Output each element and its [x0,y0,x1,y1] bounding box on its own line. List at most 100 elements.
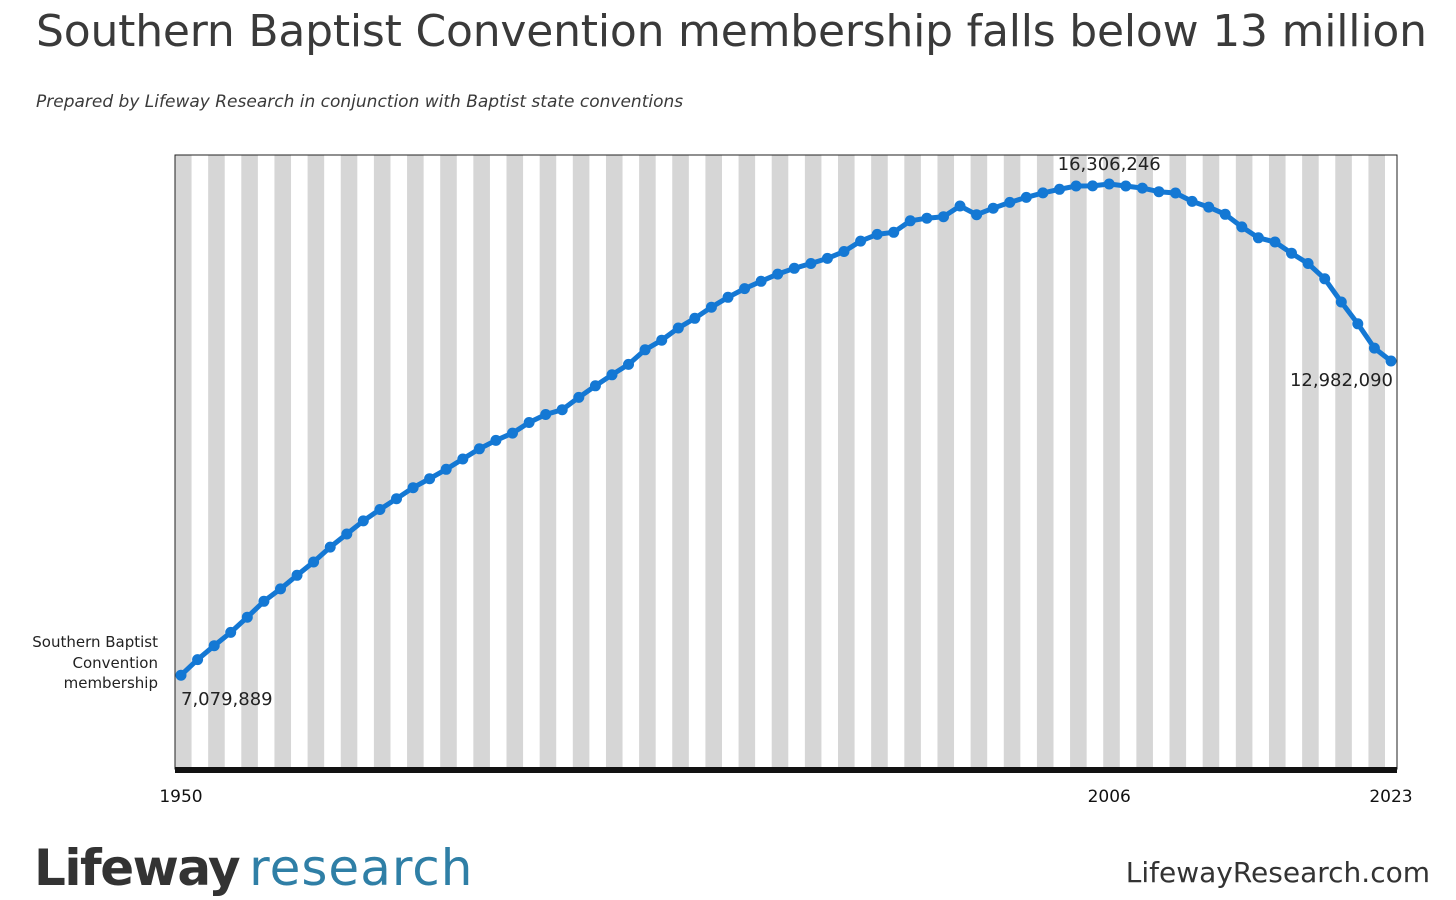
data-point-2010 [1170,187,1181,199]
data-point-1977 [623,358,634,370]
data-point-1968 [473,443,485,455]
grid-stripe [1202,155,1220,769]
grid-stripe [605,155,623,769]
data-point-1973 [556,404,568,416]
chart-subtitle: Prepared by Lifeway Research in conjunct… [36,92,684,112]
data-point-1996 [938,211,949,223]
data-point-2007 [1120,180,1132,192]
grid-stripe [871,155,888,769]
website-url: LifewayResearch.com [1125,856,1430,889]
data-point-1980 [672,322,684,334]
data-point-1976 [606,369,618,381]
grid-stripe [738,155,756,769]
data-point-2021 [1352,318,1364,330]
grid-stripe [208,155,225,769]
data-point-2014 [1236,221,1248,233]
data-point-1984 [739,283,751,295]
grid-stripe [572,155,590,769]
grid-stripe [1335,155,1352,769]
grid-stripe [1235,155,1253,769]
data-point-1966 [440,463,452,475]
data-point-1986 [772,268,784,280]
grid-stripe [937,155,955,769]
data-point-2001 [1020,191,1032,203]
grid-stripe [274,155,292,769]
data-point-2004 [1070,180,1082,192]
data-point-1955 [258,595,270,607]
grid-stripe [407,155,424,769]
data-point-1988 [805,258,817,269]
data-point-2000 [1004,196,1016,208]
data-point-1954 [241,611,253,623]
data-point-1953 [225,626,237,638]
grid-stripe [1302,155,1319,769]
background-stripes [175,155,1385,769]
data-point-2015 [1252,232,1264,244]
data-point-2017 [1286,247,1297,259]
grid-stripe [1103,155,1120,769]
logo-research: research [249,839,474,897]
x-tick-labels: 1950 2006 2023 [159,787,1412,807]
data-point-1956 [275,583,286,595]
data-point-1950 [175,669,187,681]
data-point-2013 [1219,208,1231,220]
data-point-1991 [855,235,867,247]
data-point-1995 [921,212,933,224]
data-point-1981 [689,312,701,324]
chart-title: Southern Baptist Convention membership f… [36,6,1427,57]
data-point-1985 [755,275,767,287]
grid-stripe [804,155,822,769]
data-point-2009 [1153,186,1165,198]
grid-stripe [1136,155,1153,769]
data-label-1950: 7,079,889 [181,689,273,710]
grid-stripe [1368,155,1385,769]
line-chart: 1950 2006 2023 7,079,889 16,306,246 12,982,0… [159,154,1412,807]
data-point-2018 [1302,258,1314,269]
data-point-1971 [523,417,535,428]
grid-stripe [539,155,557,769]
data-point-2002 [1037,187,1049,199]
grid-stripe [175,155,192,769]
grid-stripe [506,155,524,769]
data-label-2023: 12,982,090 [1290,370,1393,391]
data-point-1964 [407,482,419,494]
grid-stripe [373,155,391,769]
data-labels: 7,079,889 16,306,246 12,982,090 [181,154,1393,710]
data-point-1970 [507,427,518,439]
grid-stripe [1070,155,1087,769]
data-point-1957 [291,569,303,581]
data-point-2006 [1103,178,1115,190]
grid-stripe [440,155,457,769]
data-point-1987 [788,262,800,274]
grid-stripe [705,155,722,769]
data-point-2008 [1136,182,1148,194]
data-point-1997 [954,200,966,212]
data-point-1967 [457,453,469,465]
data-point-2012 [1203,201,1215,213]
data-point-1963 [391,493,402,505]
data-point-1969 [490,434,502,446]
data-point-1961 [357,515,369,527]
grid-stripe [838,155,855,769]
grid-stripe [970,155,988,769]
grid-stripe [1169,155,1187,769]
data-point-1960 [341,528,353,540]
data-point-1983 [722,291,734,303]
grid-stripe [639,155,656,769]
data-point-1994 [904,215,916,227]
logo-lifeway: Lifeway [34,839,241,897]
data-point-2019 [1319,273,1331,285]
data-point-1959 [324,541,336,553]
data-point-1958 [308,556,320,568]
grid-stripe [1003,155,1021,769]
grid-stripe [904,155,921,769]
data-point-1989 [821,252,833,264]
grid-stripe [307,155,325,769]
data-label-2006: 16,306,246 [1058,154,1161,175]
grid-stripe [473,155,490,769]
x-tick-label-2006: 2006 [1088,787,1131,807]
data-point-2022 [1368,342,1380,354]
data-point-2011 [1186,195,1198,207]
data-point-2003 [1054,183,1065,195]
data-point-1993 [888,226,900,238]
